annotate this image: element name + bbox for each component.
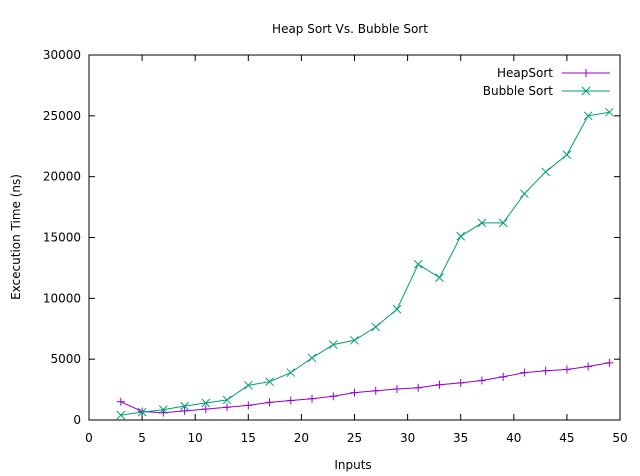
data-point-bubble-sort — [243, 380, 253, 390]
data-point-bubble-sort — [583, 111, 593, 121]
plot-frame — [88, 54, 621, 421]
data-point-heapsort — [435, 380, 444, 389]
y-tick-label: 5000 — [50, 352, 81, 366]
data-point-heapsort — [584, 362, 593, 371]
legend-label: HeapSort — [497, 66, 553, 80]
series-line-heapsort — [120, 362, 610, 414]
y-tick-label: 10000 — [43, 291, 81, 305]
data-point-bubble-sort — [413, 259, 423, 269]
data-point-bubble-sort — [562, 150, 572, 160]
data-point-bubble-sort — [222, 395, 232, 405]
x-tick-label: 0 — [85, 431, 93, 445]
data-point-heapsort — [456, 378, 465, 387]
data-point-heapsort — [350, 388, 359, 397]
data-point-heapsort — [414, 383, 423, 392]
legend-item-heapsort: HeapSort — [497, 66, 610, 80]
plot-area — [116, 107, 614, 420]
data-point-heapsort — [562, 365, 571, 374]
legend-label: Bubble Sort — [483, 84, 553, 98]
y-axis-label: Excecution Time (ns) — [9, 174, 23, 300]
data-point-heapsort — [329, 392, 338, 401]
x-tick-label: 45 — [559, 431, 574, 445]
x-tick-label: 40 — [506, 431, 521, 445]
data-point-heapsort — [308, 394, 317, 403]
data-point-bubble-sort — [286, 368, 296, 377]
data-point-bubble-sort — [392, 304, 402, 314]
data-point-bubble-sort — [116, 410, 126, 420]
data-point-heapsort — [605, 358, 614, 367]
legend-item-bubble-sort: Bubble Sort — [483, 84, 610, 98]
y-tick-label: 0 — [73, 413, 81, 427]
data-point-heapsort — [477, 376, 486, 385]
chart-title: Heap Sort Vs. Bubble Sort — [272, 22, 428, 36]
data-point-heapsort — [223, 403, 232, 412]
data-point-bubble-sort — [180, 401, 189, 411]
data-point-bubble-sort — [435, 273, 444, 283]
data-point-bubble-sort — [456, 231, 466, 241]
data-point-heapsort — [499, 372, 508, 381]
data-point-bubble-sort — [137, 407, 147, 417]
data-point-bubble-sort — [520, 189, 529, 199]
data-point-bubble-sort — [350, 335, 359, 345]
data-point-heapsort — [541, 366, 550, 375]
data-point-heapsort — [371, 386, 380, 395]
data-point-bubble-sort — [158, 405, 168, 415]
data-point-heapsort — [244, 401, 253, 410]
y-tick-label: 15000 — [43, 231, 81, 245]
data-point-heapsort — [116, 397, 125, 406]
data-point-bubble-sort — [498, 218, 508, 228]
x-tick-label: 25 — [347, 431, 362, 445]
data-point-heapsort — [201, 405, 210, 414]
data-point-heapsort — [180, 406, 189, 415]
data-point-bubble-sort — [328, 340, 338, 349]
y-tick-label: 25000 — [43, 109, 81, 123]
x-tick-label: 35 — [453, 431, 468, 445]
x-tick-label: 50 — [612, 431, 627, 445]
data-point-heapsort — [392, 384, 401, 393]
x-tick-label: 10 — [188, 431, 203, 445]
y-tick-label: 20000 — [43, 170, 81, 184]
series-bubble-sort — [116, 107, 614, 420]
series-line-bubble-sort — [120, 111, 610, 416]
data-point-bubble-sort — [371, 322, 381, 332]
x-tick-label: 5 — [138, 431, 146, 445]
data-point-bubble-sort — [265, 377, 274, 387]
data-point-bubble-sort — [605, 107, 614, 117]
axes: 0 5 10 15 20 25 30 35 40 45 50 0 5000 10000 15000 20000… — [43, 48, 628, 445]
data-point-bubble-sort — [307, 353, 317, 363]
data-point-bubble-sort — [541, 167, 551, 177]
data-point-bubble-sort — [477, 218, 487, 228]
x-tick-label: 30 — [400, 431, 415, 445]
x-tick-label: 15 — [241, 431, 256, 445]
legend-marker — [582, 69, 590, 77]
data-point-bubble-sort — [201, 398, 211, 408]
data-point-heapsort — [286, 396, 295, 405]
legend-marker — [581, 86, 591, 96]
x-axis-label: Inputs — [334, 458, 371, 472]
data-point-heapsort — [265, 398, 274, 407]
data-point-heapsort — [520, 368, 529, 377]
legend: HeapSort Bubble Sort — [483, 66, 610, 98]
series-heapsort — [116, 358, 614, 417]
y-tick-label: 30000 — [43, 48, 81, 62]
x-tick-label: 20 — [294, 431, 309, 445]
